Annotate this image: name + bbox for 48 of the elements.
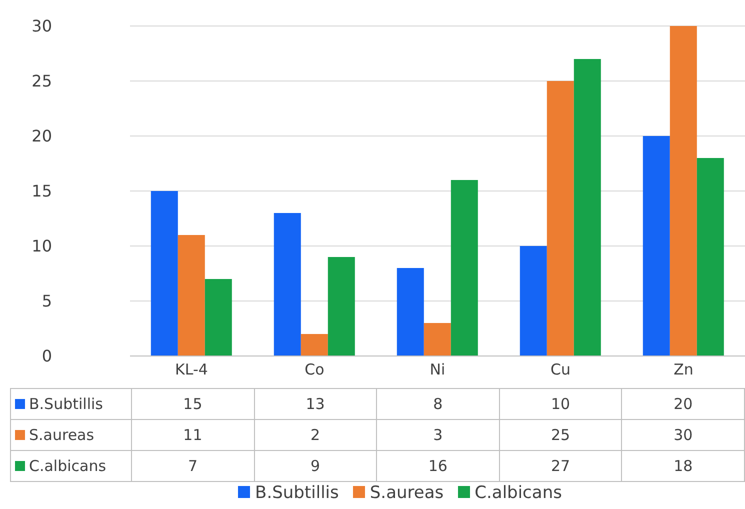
data-label: 16 bbox=[376, 450, 500, 482]
data-label: 20 bbox=[622, 388, 744, 420]
bar bbox=[520, 246, 547, 356]
data-label: 7 bbox=[131, 450, 254, 482]
data-label: 15 bbox=[131, 388, 254, 420]
bar bbox=[574, 59, 601, 356]
x-tick-label: KL-4 bbox=[175, 360, 208, 379]
bar bbox=[670, 26, 697, 356]
data-label: 30 bbox=[622, 420, 744, 450]
y-tick-label: 5 bbox=[42, 292, 52, 311]
bar bbox=[300, 334, 328, 356]
bar bbox=[696, 158, 724, 356]
data-label: 18 bbox=[622, 450, 744, 482]
bar bbox=[396, 268, 424, 356]
bar bbox=[178, 235, 205, 356]
y-tick-label: 25 bbox=[32, 72, 52, 91]
x-tick-label: Co bbox=[304, 360, 324, 379]
bar bbox=[150, 191, 178, 356]
legend-label: S.aureas bbox=[10, 420, 132, 450]
text: B.Subtillis bbox=[255, 483, 339, 503]
y-tick-label: 30 bbox=[32, 16, 52, 36]
text: S.aureas bbox=[370, 483, 444, 503]
legend-label: C.albicans bbox=[474, 483, 562, 503]
data-label: 25 bbox=[499, 420, 622, 450]
x-tick-label: Cu bbox=[550, 360, 570, 379]
text: C.albicans bbox=[29, 457, 106, 475]
data-label: 13 bbox=[254, 388, 377, 420]
data-label: 8 bbox=[376, 388, 500, 420]
data-label: 3 bbox=[376, 420, 500, 450]
data-label: 10 bbox=[499, 388, 622, 420]
bar bbox=[424, 323, 451, 356]
x-tick-label: Zn bbox=[674, 360, 694, 379]
y-tick-label: 20 bbox=[32, 126, 52, 146]
data-label: 2 bbox=[254, 420, 377, 450]
bar bbox=[546, 81, 574, 356]
x-tick-label: Ni bbox=[430, 360, 446, 379]
bar bbox=[204, 279, 232, 356]
y-tick-label: 0 bbox=[42, 346, 52, 366]
bar bbox=[274, 213, 301, 356]
bar bbox=[642, 136, 670, 356]
y-tick-label: 15 bbox=[32, 182, 52, 201]
y-tick-label: 10 bbox=[32, 236, 52, 256]
bar bbox=[328, 257, 355, 356]
data-label: 9 bbox=[254, 450, 377, 482]
legend-label: B.Subtillis bbox=[10, 388, 132, 420]
bar bbox=[450, 180, 478, 356]
data-label: 27 bbox=[499, 450, 622, 482]
data-label: 11 bbox=[131, 420, 254, 450]
